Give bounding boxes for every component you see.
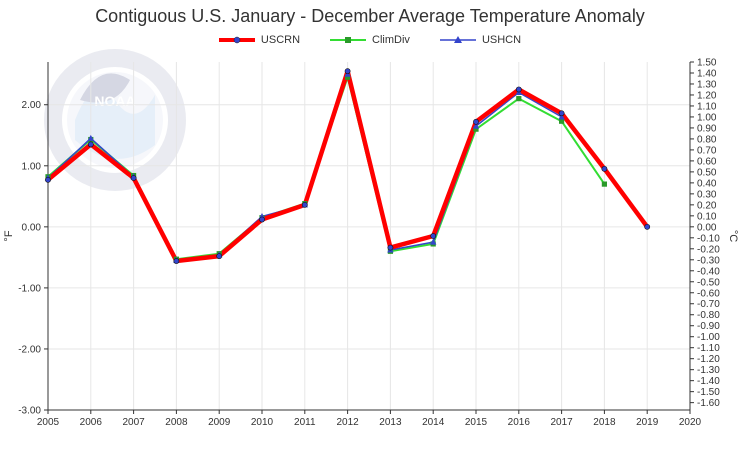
- y-right-tick-label: 0.10: [697, 211, 717, 222]
- data-point-uscrn[interactable]: [430, 233, 437, 239]
- axes-layer: 2005 2006 2007 2008 2009 2010 2011 2012 2013 2014…: [3, 58, 739, 429]
- legend-label-ushcn: USHCN: [481, 34, 522, 46]
- y-right-tick-label: 0.30: [697, 189, 717, 200]
- y-right-tick-label: 0.00: [697, 222, 717, 233]
- y-right-tick-label: -1.00: [697, 332, 720, 343]
- legend-swatch-uscrn: [218, 36, 255, 44]
- y-right-tick-label: -1.60: [697, 398, 720, 409]
- data-point-uscrn[interactable]: [301, 201, 308, 208]
- data-point-uscrn[interactable]: [45, 176, 51, 183]
- y-right-tick-label: 0.60: [697, 156, 717, 167]
- svg-text:NOAA: NOAA: [94, 93, 135, 109]
- data-point-uscrn[interactable]: [473, 118, 479, 125]
- legend-swatch-climdiv: [330, 37, 367, 43]
- y-right-tick-label: 0.70: [697, 145, 717, 156]
- data-point-ushcn[interactable]: [472, 122, 480, 129]
- y-right-tick-label: 1.50: [697, 58, 717, 69]
- y-right-tick-label: 1.20: [697, 90, 717, 101]
- y-right-tick-label: -0.70: [697, 299, 720, 310]
- legend-item-climdiv[interactable]: ClimDiv: [330, 34, 410, 46]
- y-right-tick-label: -1.50: [697, 387, 720, 398]
- y-right-tick-label: 0.50: [697, 167, 717, 178]
- data-point-climdiv[interactable]: [559, 118, 565, 124]
- x-tick-label: 2005: [37, 417, 60, 428]
- y-right-tick-label: -1.30: [697, 365, 720, 376]
- y-right-tick-label: 0.40: [697, 178, 717, 189]
- data-point-climdiv[interactable]: [345, 74, 351, 80]
- data-point-uscrn[interactable]: [259, 216, 265, 223]
- chart-title: Contiguous U.S. January - December Avera…: [95, 6, 645, 26]
- data-point-uscrn[interactable]: [344, 68, 351, 75]
- x-tick-label: 2015: [465, 417, 488, 428]
- data-point-uscrn[interactable]: [216, 253, 223, 260]
- legend: USCRN ClimDiv USHCN: [0, 34, 740, 46]
- legend-item-uscrn[interactable]: USCRN: [218, 34, 301, 46]
- y-right-tick-label: -0.50: [697, 277, 720, 288]
- y-left-tick-label: 0.00: [22, 222, 42, 233]
- y-right-tick-label: 1.40: [697, 68, 717, 79]
- y-left-tick-label: 2.00: [22, 100, 42, 111]
- data-point-climdiv[interactable]: [516, 96, 522, 102]
- data-point-uscrn[interactable]: [173, 258, 180, 264]
- y-right-tick-label: 0.80: [697, 134, 717, 145]
- y-right-tick-label: 1.30: [697, 79, 717, 90]
- y-left-tick-label: -1.00: [18, 283, 41, 294]
- y-left-tick-label: -3.00: [18, 406, 41, 417]
- y-right-tick-label: 0.20: [697, 200, 717, 211]
- y-right-tick-label: 1.00: [697, 112, 717, 123]
- y-right-tick-label: -1.10: [697, 343, 720, 354]
- x-tick-label: 2008: [165, 417, 188, 428]
- y-right-tick-label: -0.90: [697, 321, 720, 332]
- x-tick-label: 2013: [379, 417, 402, 428]
- data-point-uscrn[interactable]: [87, 141, 94, 148]
- x-tick-label: 2006: [80, 417, 103, 428]
- data-point-climdiv[interactable]: [473, 126, 479, 132]
- y-right-tick-label: 1.10: [697, 101, 717, 112]
- legend-label-uscrn: USCRN: [260, 34, 301, 46]
- data-point-uscrn[interactable]: [387, 244, 394, 251]
- y-right-tick-label: -0.30: [697, 255, 720, 266]
- data-point-uscrn[interactable]: [558, 110, 565, 117]
- y-right-tick-label: -0.40: [697, 266, 720, 277]
- data-point-uscrn[interactable]: [515, 86, 522, 93]
- data-point-uscrn[interactable]: [601, 165, 608, 172]
- x-tick-label: 2007: [122, 417, 145, 428]
- x-tick-label: 2020: [679, 417, 702, 428]
- data-point-uscrn[interactable]: [644, 223, 651, 230]
- y-left-tick-label: -2.00: [18, 344, 41, 355]
- y-right-axis-label: °C: [727, 230, 739, 242]
- y-left-tick-label: 1.00: [22, 161, 42, 172]
- data-point-uscrn[interactable]: [130, 175, 137, 181]
- legend-label-climdiv: ClimDiv: [372, 34, 410, 46]
- y-right-tick-label: -0.80: [697, 310, 720, 321]
- x-tick-label: 2009: [208, 417, 231, 428]
- data-point-ushcn[interactable]: [430, 238, 437, 245]
- y-right-tick-label: -1.40: [697, 376, 720, 387]
- x-tick-label: 2016: [508, 417, 531, 428]
- series-layer: [44, 68, 651, 264]
- y-right-tick-label: -0.10: [697, 233, 720, 244]
- legend-swatch-ushcn: [439, 36, 476, 43]
- data-point-ushcn[interactable]: [87, 134, 94, 141]
- x-tick-label: 2019: [636, 417, 659, 428]
- data-point-climdiv[interactable]: [601, 181, 607, 187]
- y-right-tick-label: -0.20: [697, 244, 720, 255]
- x-tick-label: 2012: [336, 417, 359, 428]
- x-tick-label: 2014: [422, 417, 445, 428]
- x-tick-label: 2018: [593, 417, 616, 428]
- legend-item-ushcn[interactable]: USHCN: [439, 34, 522, 46]
- x-tick-label: 2010: [251, 417, 274, 428]
- y-right-tick-label: 0.90: [697, 123, 717, 134]
- x-tick-label: 2017: [550, 417, 573, 428]
- y-left-axis-label: °F: [3, 230, 15, 241]
- data-point-ushcn[interactable]: [558, 113, 565, 120]
- y-right-tick-label: -0.60: [697, 288, 720, 299]
- x-tick-label: 2011: [294, 417, 316, 428]
- y-right-tick-label: -1.20: [697, 354, 720, 365]
